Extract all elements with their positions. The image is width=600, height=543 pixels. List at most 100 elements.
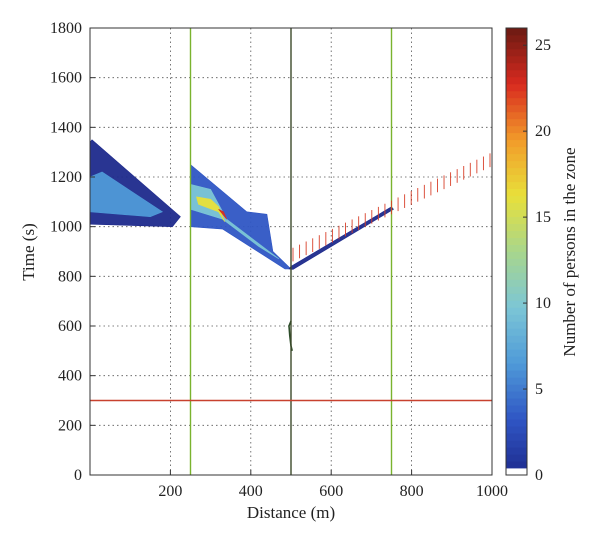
colorbar-segment — [506, 377, 527, 385]
colorbar-segment — [506, 104, 527, 113]
colorbar-segment — [506, 363, 527, 371]
x-tick-label: 400 — [239, 483, 263, 500]
colorbar-segment — [506, 111, 527, 120]
colorbar-segment — [506, 230, 527, 238]
colorbar-segment — [506, 153, 527, 162]
colorbar-label: Number of persons in the zone — [560, 147, 579, 356]
density-mid-peak — [218, 209, 227, 220]
colorbar-tick-label: 15 — [535, 209, 551, 226]
colorbar-segment — [506, 405, 527, 413]
colorbar-segment — [506, 125, 527, 134]
colorbar-segment — [506, 181, 527, 190]
colorbar-segment — [506, 370, 527, 378]
colorbar-segment — [506, 342, 527, 350]
colorbar-segment — [506, 48, 527, 57]
colorbar-tick-label: 25 — [535, 37, 551, 54]
reference-lines — [90, 28, 492, 475]
colorbar-segment — [506, 258, 527, 266]
colorbar-segment — [506, 335, 527, 343]
x-tick-label: 800 — [400, 483, 424, 500]
colorbar-segment — [506, 28, 527, 36]
colorbar-segment — [506, 279, 527, 287]
colorbar-segment — [506, 202, 527, 210]
colorbar-segment — [506, 384, 527, 392]
colorbar: 0 5 10 15 20 25 Number of persons in the zone — [505, 27, 579, 484]
colorbar-segment — [506, 454, 527, 462]
x-tick-label: 200 — [158, 483, 182, 500]
colorbar-segment — [506, 188, 527, 197]
colorbar-segment — [506, 461, 527, 469]
colorbar-segment — [506, 293, 527, 301]
colorbar-segment — [506, 195, 527, 204]
density-upstream-core — [90, 171, 164, 218]
density-map — [90, 139, 394, 351]
colorbar-segment — [506, 76, 527, 85]
y-tick-label: 200 — [58, 417, 82, 434]
colorbar-segment — [506, 468, 527, 476]
plot-area: 200 400 600 800 1000 0 200 400 600 800 1000 1200 14… — [50, 20, 508, 500]
x-tick-label: 600 — [319, 483, 343, 500]
x-axis-label: Distance (m) — [247, 503, 335, 522]
colorbar-tick-label: 20 — [535, 123, 551, 140]
colorbar-gradient — [506, 28, 527, 476]
colorbar-ticks: 0 5 10 15 20 25 — [523, 37, 551, 484]
y-tick-label: 600 — [58, 318, 82, 335]
colorbar-segment — [506, 209, 527, 217]
y-tick-label: 0 — [74, 467, 82, 484]
colorbar-segment — [506, 398, 527, 406]
y-axis-ticks: 0 200 400 600 800 1000 1200 1400 1600 1800 — [50, 20, 95, 484]
colorbar-segment — [506, 440, 527, 448]
colorbar-segment — [506, 90, 527, 99]
colorbar-segment — [506, 265, 527, 273]
y-tick-label: 400 — [58, 368, 82, 385]
colorbar-segment — [506, 300, 527, 308]
colorbar-segment — [506, 118, 527, 127]
colorbar-segment — [506, 83, 527, 92]
colorbar-tick-label: 0 — [535, 467, 543, 484]
colorbar-segment — [506, 160, 527, 169]
y-axis-label: Time (s) — [19, 223, 38, 280]
colorbar-segment — [506, 433, 527, 441]
colorbar-segment — [506, 223, 527, 231]
colorbar-segment — [506, 139, 527, 148]
colorbar-segment — [506, 391, 527, 399]
colorbar-segment — [506, 349, 527, 357]
colorbar-segment — [506, 419, 527, 427]
colorbar-segment — [506, 41, 527, 50]
colorbar-segment — [506, 426, 527, 434]
plot-frame — [89, 27, 493, 476]
colorbar-segment — [506, 55, 527, 64]
colorbar-segment — [506, 412, 527, 420]
density-mid-hot — [196, 196, 225, 222]
colorbar-segment — [506, 34, 527, 43]
colorbar-segment — [506, 146, 527, 155]
y-tick-label: 1200 — [50, 169, 82, 186]
colorbar-segment — [506, 69, 527, 78]
colorbar-segment — [506, 328, 527, 336]
x-tick-label: 1000 — [476, 483, 508, 500]
colorbar-segment — [506, 237, 527, 245]
colorbar-tick-label: 5 — [535, 381, 543, 398]
colorbar-tick-label: 10 — [535, 295, 551, 312]
colorbar-segment — [506, 216, 527, 224]
colorbar-segment — [506, 286, 527, 294]
colorbar-segment — [506, 251, 527, 259]
colorbar-segment — [506, 447, 527, 455]
y-tick-label: 1800 — [50, 20, 82, 37]
colorbar-segment — [506, 167, 527, 176]
colorbar-segment — [506, 244, 527, 252]
colorbar-frame — [505, 27, 528, 476]
colorbar-segment — [506, 62, 527, 71]
colorbar-segment — [506, 272, 527, 280]
y-tick-label: 1600 — [50, 70, 82, 87]
y-tick-label: 800 — [58, 268, 82, 285]
y-tick-label: 1000 — [50, 219, 82, 236]
y-tick-label: 1400 — [50, 119, 82, 136]
colorbar-segment — [506, 132, 527, 141]
colorbar-segment — [506, 314, 527, 322]
colorbar-segment — [506, 321, 527, 329]
colorbar-segment — [506, 307, 527, 315]
colorbar-segment — [506, 97, 527, 106]
colorbar-segment — [506, 174, 527, 183]
